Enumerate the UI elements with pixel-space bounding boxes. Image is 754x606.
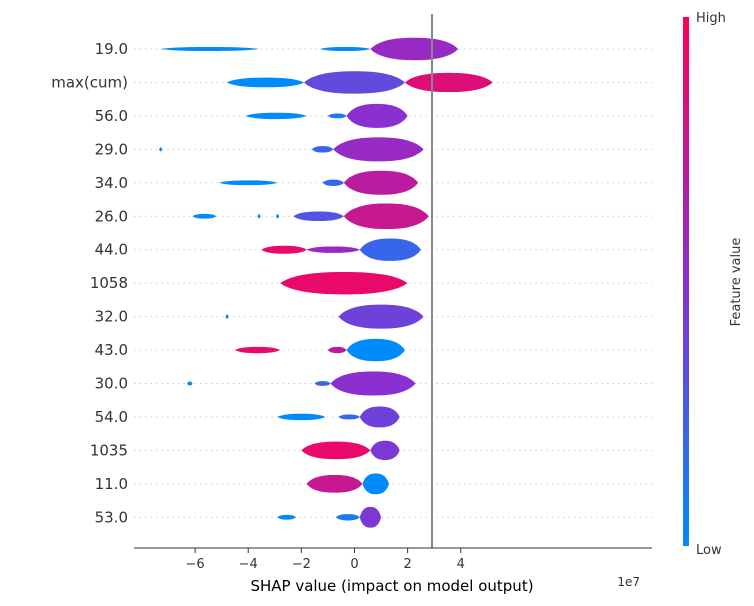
x-tick-label: 2 (403, 557, 411, 572)
feature-label: 32.0 (95, 308, 128, 326)
violin-segment (359, 238, 421, 261)
violin-segment (327, 113, 347, 119)
x-tick-label: 0 (350, 557, 358, 572)
violin-segment (362, 473, 390, 495)
violin-segment (261, 245, 307, 254)
violin-segment (160, 47, 259, 51)
violin-segment (335, 514, 360, 521)
violin-segment (301, 441, 371, 460)
x-tick-label: −4 (239, 557, 258, 572)
violin-segment (346, 103, 408, 128)
violin-segment (277, 514, 297, 520)
colorbar: High Low Feature value (683, 11, 744, 558)
violin-segment (322, 179, 344, 186)
violin-plots (159, 37, 493, 528)
feature-label: 53.0 (95, 508, 128, 526)
violin-segment (234, 346, 281, 354)
violin-segment (314, 381, 331, 386)
violin-segment (257, 214, 261, 219)
feature-label: 43.0 (95, 341, 128, 359)
colorbar-title: Feature value (729, 238, 744, 327)
feature-label: 44.0 (95, 241, 128, 259)
colorbar-low-label: Low (696, 543, 722, 558)
colorbar-gradient (683, 17, 689, 546)
violin-segment (280, 271, 408, 295)
x-tick-label: −2 (292, 557, 311, 572)
violin-segment (343, 170, 419, 195)
feature-label: 1058 (90, 274, 128, 292)
violin-segment (370, 440, 400, 460)
x-tick-label: −6 (186, 557, 205, 572)
feature-label: max(cum) (51, 73, 128, 91)
violin-segment (346, 338, 405, 362)
violin-segment (219, 180, 278, 186)
violin-segment (306, 475, 363, 493)
violin-segment (226, 77, 305, 88)
feature-label: 54.0 (95, 408, 128, 426)
violin-segment (276, 214, 280, 219)
colorbar-high-label: High (696, 11, 726, 26)
violin-segment (359, 406, 400, 428)
x-tick-label: 4 (457, 557, 465, 572)
violin-segment (159, 147, 163, 152)
violin-segment (245, 112, 307, 120)
x-axis: −6 −4 −2 0 2 4 SHAP value (impact on model ou… (134, 547, 652, 595)
feature-label: 29.0 (95, 140, 128, 158)
violin-segment (311, 146, 334, 153)
feature-label: 1035 (90, 441, 128, 459)
violin-segment (225, 314, 229, 319)
violin-segment (327, 346, 347, 354)
violin-segment (306, 246, 360, 253)
violin-segment (277, 413, 326, 421)
feature-label: 19.0 (95, 40, 128, 58)
x-offset-label: 1e7 (617, 575, 640, 589)
violin-segment (338, 304, 424, 329)
feature-label: 26.0 (95, 207, 128, 225)
feature-label: 11.0 (95, 475, 128, 493)
violin-segment (293, 211, 344, 222)
feature-labels: 19.0 max(cum) 56.0 29.0 34.0 26.0 44.0 1058 32.0… (51, 40, 128, 526)
violin-segment (187, 381, 193, 386)
violin-segment (304, 71, 405, 94)
violin-segment (359, 506, 382, 528)
violin-segment (370, 37, 459, 61)
violin-segment (330, 371, 416, 396)
x-axis-title: SHAP value (impact on model output) (250, 577, 533, 595)
feature-label: 56.0 (95, 107, 128, 125)
violin-segment (192, 213, 217, 219)
violin-segment (404, 72, 493, 93)
violin-segment (319, 47, 371, 51)
violin-segment (338, 414, 360, 420)
feature-label: 30.0 (95, 375, 128, 393)
violin-segment (343, 203, 429, 230)
violin-segment (333, 137, 424, 162)
feature-label: 34.0 (95, 174, 128, 192)
